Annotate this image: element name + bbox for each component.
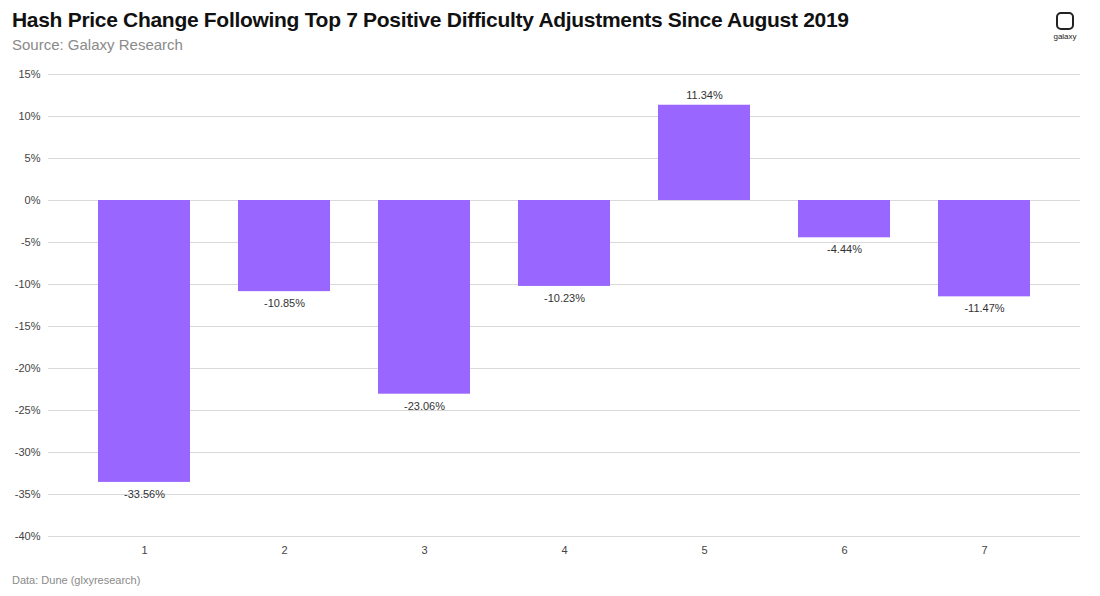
svg-text:4: 4 (561, 544, 567, 556)
svg-text:-40%: -40% (15, 530, 41, 542)
svg-text:-20%: -20% (15, 362, 41, 374)
svg-text:11.34%: 11.34% (686, 89, 723, 101)
svg-text:-11.47%: -11.47% (964, 302, 1004, 314)
html-text:Source: Galaxy Research: Source: Galaxy Research (12, 36, 183, 53)
svg-text:15%: 15% (18, 68, 40, 80)
svg-text:-15%: -15% (15, 320, 41, 332)
html-text:galaxy: galaxy (1053, 32, 1077, 41)
svg-text:6: 6 (841, 544, 847, 556)
svg-text:5%: 5% (25, 152, 41, 164)
html-text:Hash Price Change Following To: Hash Price Change Following Top 7 Positi… (12, 8, 849, 31)
svg-text:-4.44%: -4.44% (827, 243, 862, 255)
svg-text:-10%: -10% (15, 278, 41, 290)
svg-text:10%: 10% (18, 110, 40, 122)
svg-text:1: 1 (141, 544, 147, 556)
svg-text:-35%: -35% (15, 488, 41, 500)
svg-text:-10.85%: -10.85% (264, 297, 305, 309)
svg-text:-33.56%: -33.56% (124, 488, 165, 500)
svg-text:5: 5 (701, 544, 707, 556)
svg-text:0%: 0% (25, 194, 41, 206)
svg-text:-25%: -25% (15, 404, 41, 416)
svg-text:-10.23%: -10.23% (544, 292, 585, 304)
svg-text:-23.06%: -23.06% (404, 400, 445, 412)
svg-text:2: 2 (281, 544, 287, 556)
svg-text:-30%: -30% (15, 446, 41, 458)
html-text:Data: Dune (glxyresearch): Data: Dune (glxyresearch) (12, 574, 141, 586)
svg-text:7: 7 (981, 544, 987, 556)
svg-text:3: 3 (421, 544, 427, 556)
svg-text:-5%: -5% (21, 236, 41, 248)
